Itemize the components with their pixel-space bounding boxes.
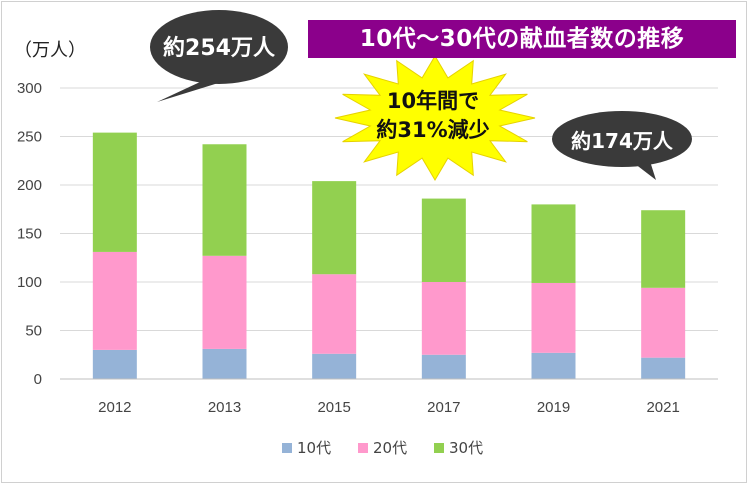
bar-2017-series-2	[421, 282, 466, 355]
callout-start-tail	[157, 80, 228, 102]
legend-label: 20代	[373, 439, 407, 457]
callout-start-text: 約254万人	[163, 36, 275, 61]
y-tick-label: 100	[17, 274, 42, 291]
y-axis-unit-label: （万人）	[14, 40, 86, 61]
bar-2019-series-2	[531, 282, 576, 353]
y-tick-label: 50	[25, 323, 42, 340]
chart-title: 10代〜30代の献血者数の推移	[308, 20, 736, 58]
bar-2015-series-2	[312, 274, 357, 354]
bar-2019-series-3	[531, 204, 576, 283]
bar-2013-series-3	[202, 144, 247, 256]
y-tick-label: 0	[34, 371, 42, 388]
x-tick-label: 2017	[427, 399, 460, 416]
legend-swatch	[358, 443, 368, 453]
bar-2021-series-3	[641, 210, 686, 288]
bar-2017-series-3	[421, 198, 466, 282]
bar-2013-series-1	[202, 348, 247, 379]
y-tick-label: 250	[17, 129, 42, 146]
bar-2021-series-2	[641, 287, 686, 358]
y-tick-label: 150	[17, 226, 42, 243]
y-tick-label: 200	[17, 177, 42, 194]
bar-2012-series-1	[92, 349, 137, 379]
bar-2021-series-1	[641, 357, 686, 379]
bar-2012-series-3	[92, 132, 137, 252]
x-tick-label: 2019	[537, 399, 570, 416]
legend-swatch	[282, 443, 292, 453]
bar-2017-series-1	[421, 354, 466, 379]
bar-2015-series-3	[312, 181, 357, 275]
change-callout-line2: 約31%減少	[376, 118, 490, 142]
bar-2015-series-1	[312, 353, 357, 379]
x-tick-label: 2012	[98, 399, 131, 416]
x-tick-label: 2015	[317, 399, 350, 416]
bar-2013-series-2	[202, 255, 247, 349]
callout-end-text: 約174万人	[571, 129, 673, 153]
legend-label: 30代	[449, 439, 483, 457]
x-tick-label: 2021	[646, 399, 679, 416]
legend-label: 10代	[297, 439, 331, 457]
legend-swatch	[434, 443, 444, 453]
starburst-shape	[334, 55, 536, 181]
bar-2012-series-2	[92, 251, 137, 350]
y-tick-label: 300	[17, 80, 42, 97]
callout-end-bubble	[552, 111, 692, 167]
change-callout-text: 10年間で 約31%減少	[368, 87, 498, 145]
x-tick-label: 2013	[208, 399, 241, 416]
callout-start-bubble	[150, 10, 288, 84]
bar-2019-series-1	[531, 352, 576, 379]
change-callout-line1: 10年間で	[386, 89, 480, 113]
